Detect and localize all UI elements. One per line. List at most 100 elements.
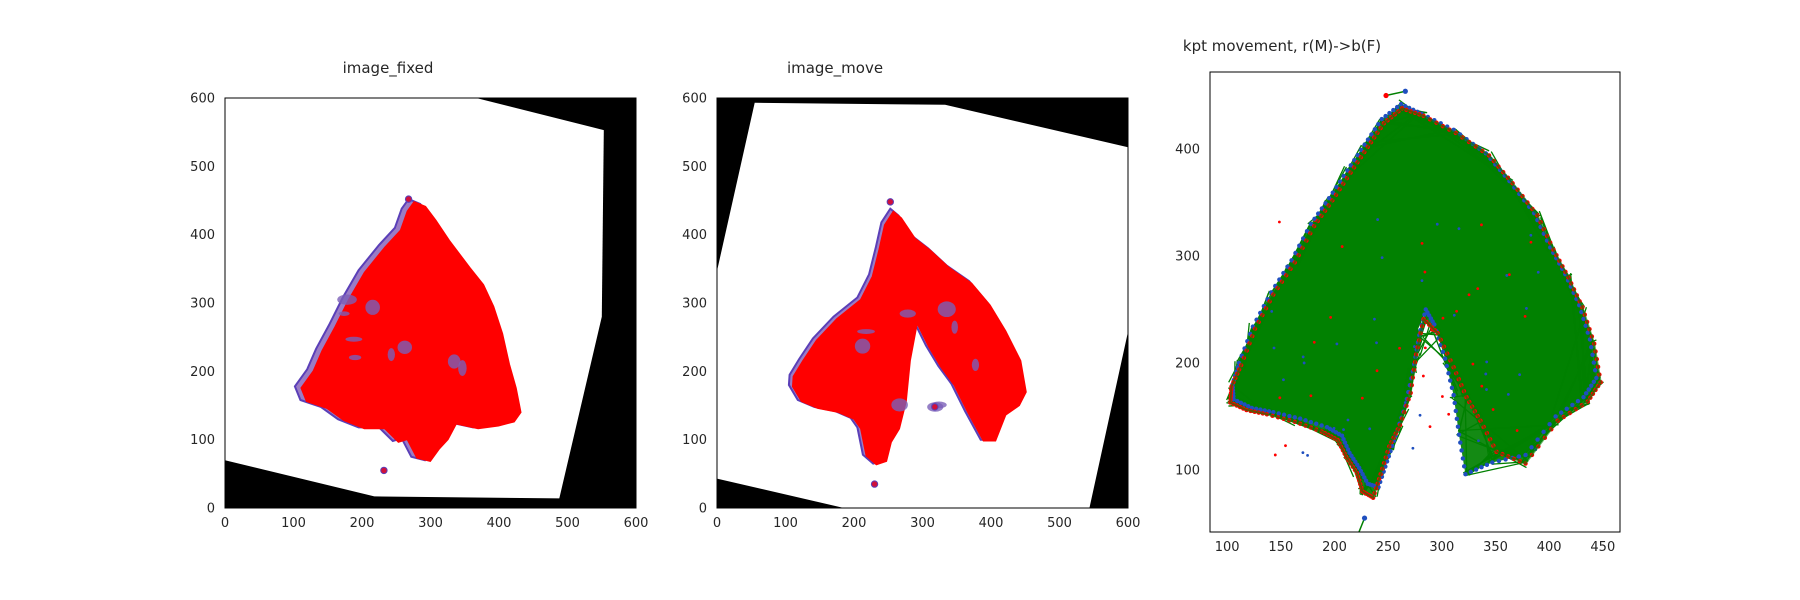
fixed-keypoint bbox=[1341, 173, 1346, 179]
movement-line bbox=[1577, 307, 1588, 397]
interior-keypoint bbox=[1418, 413, 1422, 417]
x-tick-label: 500 bbox=[555, 516, 580, 531]
tissue-inclusion bbox=[891, 398, 908, 412]
y-tick-label: 0 bbox=[699, 502, 707, 517]
fixed-keypoint bbox=[1326, 196, 1332, 201]
fixed-keypoint bbox=[1479, 464, 1484, 470]
fixed-keypoint bbox=[1591, 379, 1597, 385]
interior-keypoint bbox=[1375, 341, 1378, 345]
y-tick-label: 100 bbox=[1175, 463, 1200, 478]
movement-field bbox=[1230, 108, 1601, 498]
fixed-keypoint bbox=[1287, 413, 1292, 419]
interior-keypoint bbox=[1272, 346, 1276, 350]
fixed-keypoint bbox=[1341, 436, 1346, 442]
interior-keypoint bbox=[1420, 242, 1424, 245]
tissue-inclusion bbox=[387, 348, 395, 362]
x-tick-label: 200 bbox=[842, 516, 867, 531]
outlier-movement-line bbox=[1385, 90, 1406, 97]
interior-keypoint bbox=[1518, 373, 1522, 377]
fixed-keypoint bbox=[1589, 383, 1594, 388]
fixed-keypoint bbox=[1345, 447, 1351, 452]
movement-line bbox=[1458, 424, 1559, 432]
fixed-keypoint bbox=[1342, 440, 1348, 445]
interior-keypoint bbox=[1505, 274, 1509, 277]
fixed-keypoint bbox=[1235, 398, 1240, 404]
y-tick-label: 500 bbox=[190, 160, 215, 175]
interior-keypoint bbox=[1515, 429, 1519, 432]
fixed-keypoint bbox=[1575, 398, 1581, 404]
x-tick-label: 100 bbox=[1215, 540, 1240, 555]
fixed-keypoint bbox=[1553, 414, 1558, 419]
fixed-keypoint bbox=[1484, 462, 1490, 468]
movement-line bbox=[1457, 430, 1527, 469]
interior-keypoint bbox=[1467, 293, 1471, 297]
movement-line bbox=[1419, 322, 1431, 356]
interior-keypoint bbox=[1529, 233, 1533, 237]
fixed-keypoint bbox=[1516, 454, 1522, 459]
y-tick-label: 200 bbox=[682, 365, 707, 380]
interior-keypoint bbox=[1485, 360, 1489, 364]
fixed-keypoint bbox=[1315, 211, 1321, 216]
interior-keypoint bbox=[1452, 313, 1456, 317]
x-tick-label: 200 bbox=[350, 516, 375, 531]
y-tick-label: 100 bbox=[682, 433, 707, 448]
panel-image-fixed: image_fixed 0 100 200 300 400 500 600 0 100 200 30… bbox=[190, 59, 648, 531]
tissue-mask bbox=[300, 200, 522, 462]
interior-keypoint bbox=[1525, 307, 1528, 310]
tissue-inclusion bbox=[971, 358, 980, 372]
y-tick-label: 600 bbox=[682, 92, 707, 107]
fixed-keypoint bbox=[1246, 403, 1251, 409]
y-tick-label: 400 bbox=[190, 228, 215, 243]
plot-area bbox=[717, 98, 1128, 508]
fixed-keypoint bbox=[1454, 416, 1460, 422]
tissue-inclusion bbox=[348, 354, 362, 361]
fixed-keypoint bbox=[1304, 228, 1310, 234]
interior-keypoint bbox=[1411, 446, 1415, 450]
y-tick-label: 200 bbox=[1175, 356, 1200, 371]
fixed-keypoint bbox=[1387, 110, 1392, 116]
fixed-keypoint bbox=[1293, 250, 1298, 256]
fixed-keypoint bbox=[1452, 400, 1457, 406]
keypoint bbox=[380, 466, 388, 475]
interior-keypoint bbox=[1440, 395, 1444, 398]
fixed-keypoint bbox=[1455, 424, 1461, 429]
fixed-keypoint bbox=[1444, 363, 1449, 369]
movement-edge bbox=[1229, 107, 1602, 500]
fixed-keypoint bbox=[1362, 142, 1367, 147]
y-tick-label: 400 bbox=[1175, 143, 1200, 158]
plot-area bbox=[225, 98, 636, 508]
tissue-inclusion bbox=[345, 336, 363, 342]
fixed-keypoint bbox=[1451, 392, 1456, 398]
fixed-keypoint bbox=[1564, 406, 1569, 411]
fixed-keypoint bbox=[1590, 352, 1595, 358]
movement-line bbox=[1368, 110, 1421, 151]
fixed-keypoint bbox=[1547, 421, 1552, 427]
fixed-keypoint bbox=[1365, 137, 1371, 142]
tissue-inclusion bbox=[397, 340, 413, 354]
y-tick-label: 100 bbox=[190, 433, 215, 448]
fixed-keypoint bbox=[1292, 415, 1297, 420]
interior-keypoint bbox=[1301, 451, 1305, 455]
interior-keypoint bbox=[1420, 279, 1424, 283]
interior-keypoint bbox=[1340, 245, 1344, 248]
interior-keypoint bbox=[1368, 427, 1372, 431]
outlier-fixed-keypoint bbox=[1402, 88, 1408, 94]
x-tick-label: 250 bbox=[1376, 540, 1401, 555]
interior-keypoint bbox=[1491, 408, 1495, 411]
fixed-keypoint bbox=[1432, 322, 1437, 327]
fixed-keypoint bbox=[1523, 452, 1528, 458]
tissue-inclusion bbox=[447, 354, 461, 369]
x-tick-label: 450 bbox=[1590, 540, 1615, 555]
fixed-keypoint bbox=[1383, 113, 1388, 119]
x-tick-label: 100 bbox=[281, 516, 306, 531]
fixed-keypoint bbox=[1558, 410, 1564, 415]
movement-line bbox=[1383, 119, 1455, 134]
fixed-keypoint bbox=[1449, 385, 1455, 390]
fixed-keypoint bbox=[1461, 464, 1467, 469]
fixed-keypoint bbox=[1372, 127, 1378, 132]
panel-image-move: image_move 0 100 200 300 400 500 600 0 100 200 300… bbox=[682, 59, 1140, 531]
movement-line bbox=[1584, 339, 1593, 401]
fixed-keypoint bbox=[1281, 412, 1287, 417]
fixed-keypoint bbox=[1490, 460, 1495, 465]
